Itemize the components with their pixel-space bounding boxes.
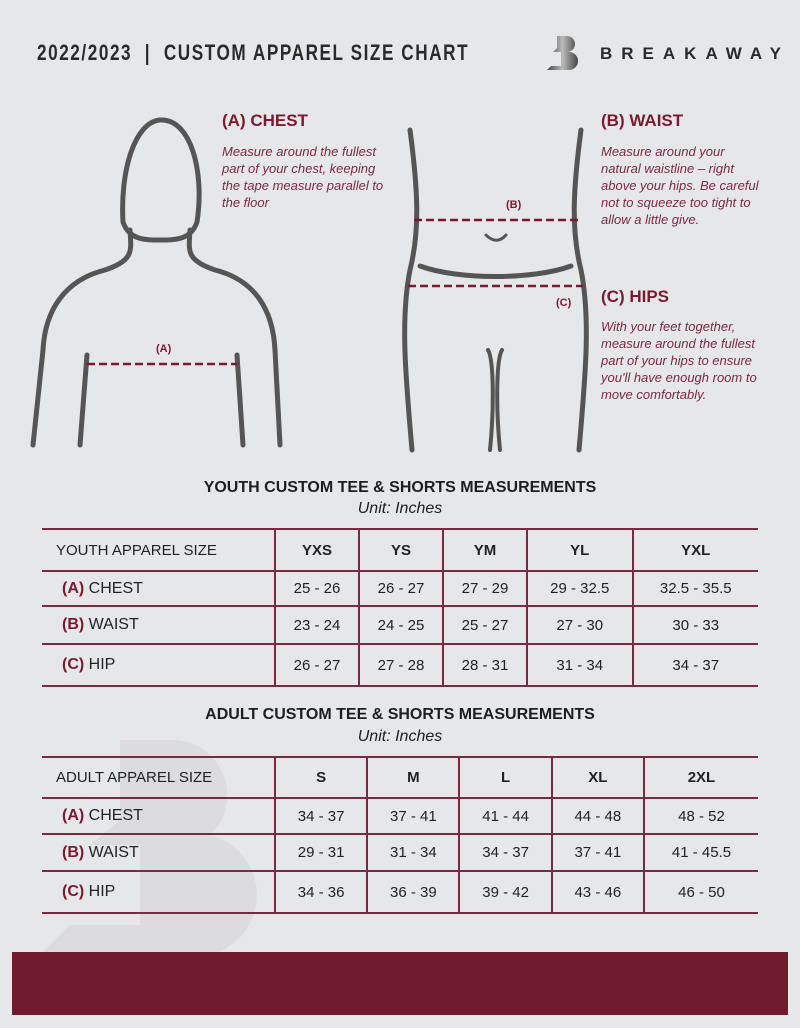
table-cell: 27 - 29 [441, 570, 527, 607]
row-code: (B) [62, 616, 85, 633]
row-code: (B) [62, 843, 85, 861]
table-cell: 31 - 34 [525, 643, 633, 687]
footer-band [12, 952, 788, 1015]
table-cell: 29 - 32.5 [525, 570, 633, 607]
table-row: (B) WAIST 29 - 31 31 - 34 34 - 37 37 - 4… [42, 833, 758, 872]
size-label-header: ADULT APPAREL SIZE [42, 756, 275, 799]
table-cell: 34 - 36 [273, 870, 368, 914]
table-cell: 41 - 45.5 [642, 833, 758, 872]
table-cell: 29 - 31 [273, 833, 368, 872]
table-cell: 36 - 39 [366, 870, 460, 914]
table-cell: 43 - 46 [550, 870, 644, 914]
table-cell: 27 - 28 [357, 643, 443, 687]
table-cell: 25 - 26 [274, 570, 359, 607]
chest-description: Measure around the fullest part of your … [222, 144, 384, 210]
breakaway-logo-icon [547, 36, 578, 70]
table-cell: 30 - 33 [631, 605, 758, 645]
size-header: YXS [274, 528, 359, 572]
table-cell: 24 - 25 [357, 605, 443, 645]
row-name: CHEST [88, 807, 143, 824]
row-name: HIP [88, 883, 116, 900]
size-header: M [366, 756, 460, 799]
waist-heading: (B) WAIST [601, 111, 684, 130]
size-header: L [458, 756, 552, 799]
adult-unit: Unit: Inches [357, 728, 443, 745]
table-cell: 46 - 50 [642, 870, 758, 914]
size-header: 2XL [642, 756, 758, 799]
table-cell: 39 - 42 [458, 870, 552, 914]
row-name: CHEST [88, 579, 143, 597]
row-code: (A) [62, 807, 85, 824]
table-cell: 48 - 52 [642, 797, 758, 835]
waist-description: Measure around your natural waistline – … [601, 144, 759, 227]
table-cell: 23 - 24 [274, 605, 359, 645]
table-cell: 27 - 30 [525, 605, 633, 645]
table-row: (A) CHEST 25 - 26 26 - 27 27 - 29 29 - 3… [42, 570, 758, 607]
table-cell: 32.5 - 35.5 [631, 570, 758, 607]
row-name: WAIST [88, 843, 139, 861]
table-cell: 37 - 41 [550, 833, 644, 872]
size-header: XL [550, 756, 644, 799]
table-cell: 31 - 34 [366, 833, 460, 872]
table-cell: 37 - 41 [366, 797, 460, 835]
hips-marker-label: (C) [556, 297, 572, 309]
adult-size-table: ADULT APPAREL SIZE S M L XL 2XL (A) CHES… [42, 756, 758, 914]
brand-name: BREAKAWAY [600, 44, 790, 63]
youth-table-title: YOUTH CUSTOM TEE & SHORTS MEASUREMENTS [203, 479, 597, 496]
hips-heading: (C) HIPS [601, 287, 669, 306]
hips-description: With your feet together, measure around … [601, 319, 757, 402]
table-row: (C) HIP 26 - 27 27 - 28 28 - 31 31 - 34 … [42, 643, 758, 687]
row-code: (C) [62, 883, 85, 900]
table-cell: 34 - 37 [631, 643, 758, 687]
table-cell: 26 - 27 [274, 643, 359, 687]
table-cell: 34 - 37 [273, 797, 368, 835]
table-cell: 34 - 37 [458, 833, 552, 872]
table-cell: 28 - 31 [441, 643, 527, 687]
chest-heading: (A) CHEST [222, 111, 308, 130]
size-header: YM [441, 528, 527, 572]
row-name: WAIST [88, 616, 139, 633]
table-cell: 26 - 27 [357, 570, 443, 607]
adult-table-title: ADULT CUSTOM TEE & SHORTS MEASUREMENTS [205, 706, 595, 723]
size-label-header: YOUTH APPAREL SIZE [42, 528, 275, 572]
chest-marker-label: (A) [156, 343, 172, 355]
page-title: 2022/2023 | CUSTOM APPAREL SIZE CHART [37, 40, 470, 65]
row-code: (A) [62, 579, 85, 597]
bust-figure-illustration [30, 117, 283, 448]
waist-marker-label: (B) [506, 199, 522, 211]
table-cell: 41 - 44 [458, 797, 552, 835]
table-cell: 25 - 27 [441, 605, 527, 645]
size-header: YL [525, 528, 633, 572]
row-name: HIP [88, 656, 116, 673]
youth-size-table: YOUTH APPAREL SIZE YXS YS YM YL YXL (A) … [42, 528, 758, 687]
table-cell: 44 - 48 [550, 797, 644, 835]
size-header: YS [357, 528, 443, 572]
row-code: (C) [62, 656, 85, 673]
torso-figure-illustration [402, 127, 589, 453]
size-header: S [273, 756, 368, 799]
size-header: YXL [631, 528, 758, 572]
table-row: (C) HIP 34 - 36 36 - 39 39 - 42 43 - 46 … [42, 870, 758, 914]
table-row: (B) WAIST 23 - 24 24 - 25 25 - 27 27 - 3… [42, 605, 758, 645]
table-row: (A) CHEST 34 - 37 37 - 41 41 - 44 44 - 4… [42, 797, 758, 835]
youth-unit: Unit: Inches [357, 500, 443, 517]
